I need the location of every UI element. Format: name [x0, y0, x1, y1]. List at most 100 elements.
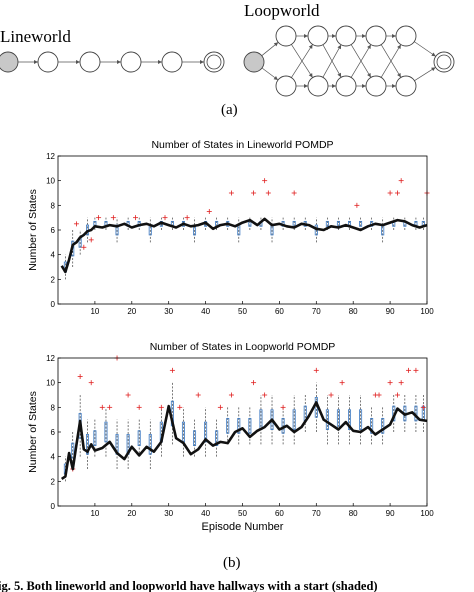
box	[325, 409, 329, 430]
x-tick-label: 40	[201, 509, 210, 518]
x-tick-label: 60	[275, 307, 284, 316]
box	[348, 409, 352, 430]
x-tick-label: 60	[275, 509, 284, 518]
x-tick-label: 70	[312, 509, 321, 518]
y-tick-label: 2	[51, 275, 56, 284]
loopworld-state	[335, 25, 357, 47]
panel-a-label: (a)	[221, 102, 238, 118]
loopworld-edge	[414, 67, 436, 81]
x-tick-label: 100	[420, 307, 434, 316]
x-tick-label: 40	[201, 307, 210, 316]
loopworld-arrowhead	[337, 44, 342, 50]
loopworld-chart: Number of States in Loopworld POMDP Numbe…	[27, 341, 434, 533]
box	[381, 418, 385, 434]
x-tick-label: 50	[238, 307, 247, 316]
box	[204, 421, 208, 443]
loopworld-arrowhead	[392, 34, 396, 38]
loopworld-diagram	[243, 25, 455, 97]
lineworld-arrowhead	[76, 60, 80, 64]
lineworld-state	[161, 51, 183, 73]
loopworld-arrowhead	[332, 34, 336, 38]
lineworld-label: Lineworld	[0, 27, 71, 46]
x-tick-label: 80	[349, 307, 358, 316]
y-tick-label: 6	[51, 226, 56, 235]
mean-series-line	[60, 217, 428, 274]
box	[137, 430, 141, 446]
x-tick-label: 20	[127, 307, 136, 316]
box	[359, 409, 363, 430]
box	[71, 442, 75, 459]
x-tick-label: 50	[238, 509, 247, 518]
box	[148, 434, 152, 455]
box	[325, 220, 329, 227]
lineworld-state	[37, 51, 59, 73]
y-tick-label: 6	[51, 428, 56, 437]
figure-caption: ig. 5. Both lineworld and loopworld have…	[0, 579, 378, 592]
box	[104, 421, 108, 443]
lineworld-arrowhead	[200, 60, 204, 64]
x-tick-label: 90	[386, 509, 395, 518]
y-tick-label: 4	[51, 453, 56, 462]
y-axis-label: Number of States	[27, 391, 39, 473]
loopworld-arrowhead	[308, 44, 313, 49]
loopworld-arrowhead	[362, 34, 366, 38]
y-tick-label: 12	[46, 152, 55, 161]
mean-series-line	[60, 401, 428, 480]
y-tick-label: 8	[51, 403, 56, 412]
loopworld-state	[307, 75, 329, 97]
loopworld-state	[275, 75, 297, 97]
lineworld-state	[79, 51, 101, 73]
box	[193, 430, 197, 446]
x-axis-label: Episode Number	[202, 521, 284, 533]
x-tick-label: 30	[164, 509, 173, 518]
loopworld-start-state	[243, 51, 265, 73]
loopworld-arrowhead	[273, 42, 279, 47]
loopworld-state	[365, 75, 387, 97]
y-tick-label: 10	[46, 379, 55, 388]
x-tick-label: 10	[90, 307, 99, 316]
loopworld-arrowhead	[367, 72, 371, 78]
lineworld-arrowhead	[34, 60, 38, 64]
x-tick-label: 10	[90, 509, 99, 518]
loopworld-state	[365, 25, 387, 47]
x-tick-label: 30	[164, 307, 173, 316]
loopworld-state	[335, 75, 357, 97]
lineworld-diagram	[0, 51, 225, 73]
loopworld-goal-ring	[436, 54, 452, 70]
box	[237, 418, 241, 434]
loopworld-arrowhead	[392, 84, 396, 88]
box	[359, 220, 363, 227]
loopworld-arrowhead	[304, 34, 308, 38]
loopworld-arrowhead	[273, 76, 278, 80]
box	[292, 409, 296, 430]
lineworld-chart: Number of States in Lineworld POMDP Numbe…	[27, 139, 434, 316]
loopworld-label: Loopworld	[244, 1, 320, 20]
lineworld-arrowhead	[158, 60, 162, 64]
y-axis-label: Number of States	[27, 189, 39, 271]
lineworld-arrowhead	[117, 60, 121, 64]
loopworld-arrowhead	[431, 52, 436, 57]
loopworld-arrowhead	[308, 73, 313, 78]
loopworld-arrowhead	[332, 84, 336, 88]
loopworld-arrowhead	[397, 72, 401, 78]
chart-title: Number of States in Loopworld POMDP	[150, 341, 336, 353]
y-tick-label: 0	[51, 300, 56, 309]
box	[226, 418, 230, 434]
box	[86, 434, 90, 455]
y-tick-label: 0	[51, 502, 56, 511]
loopworld-arrowhead	[367, 44, 371, 50]
lineworld-state	[120, 51, 142, 73]
y-tick-label: 12	[46, 354, 55, 363]
y-tick-label: 10	[46, 177, 55, 186]
loopworld-arrowhead	[431, 67, 436, 72]
loopworld-state	[307, 25, 329, 47]
y-tick-label: 2	[51, 477, 56, 486]
lineworld-start-state	[0, 51, 19, 73]
loopworld-arrowhead	[337, 72, 342, 78]
loopworld-arrowhead	[397, 44, 401, 50]
loopworld-state	[275, 25, 297, 47]
y-tick-label: 4	[51, 251, 56, 260]
box	[93, 430, 97, 446]
x-tick-label: 100	[420, 509, 434, 518]
